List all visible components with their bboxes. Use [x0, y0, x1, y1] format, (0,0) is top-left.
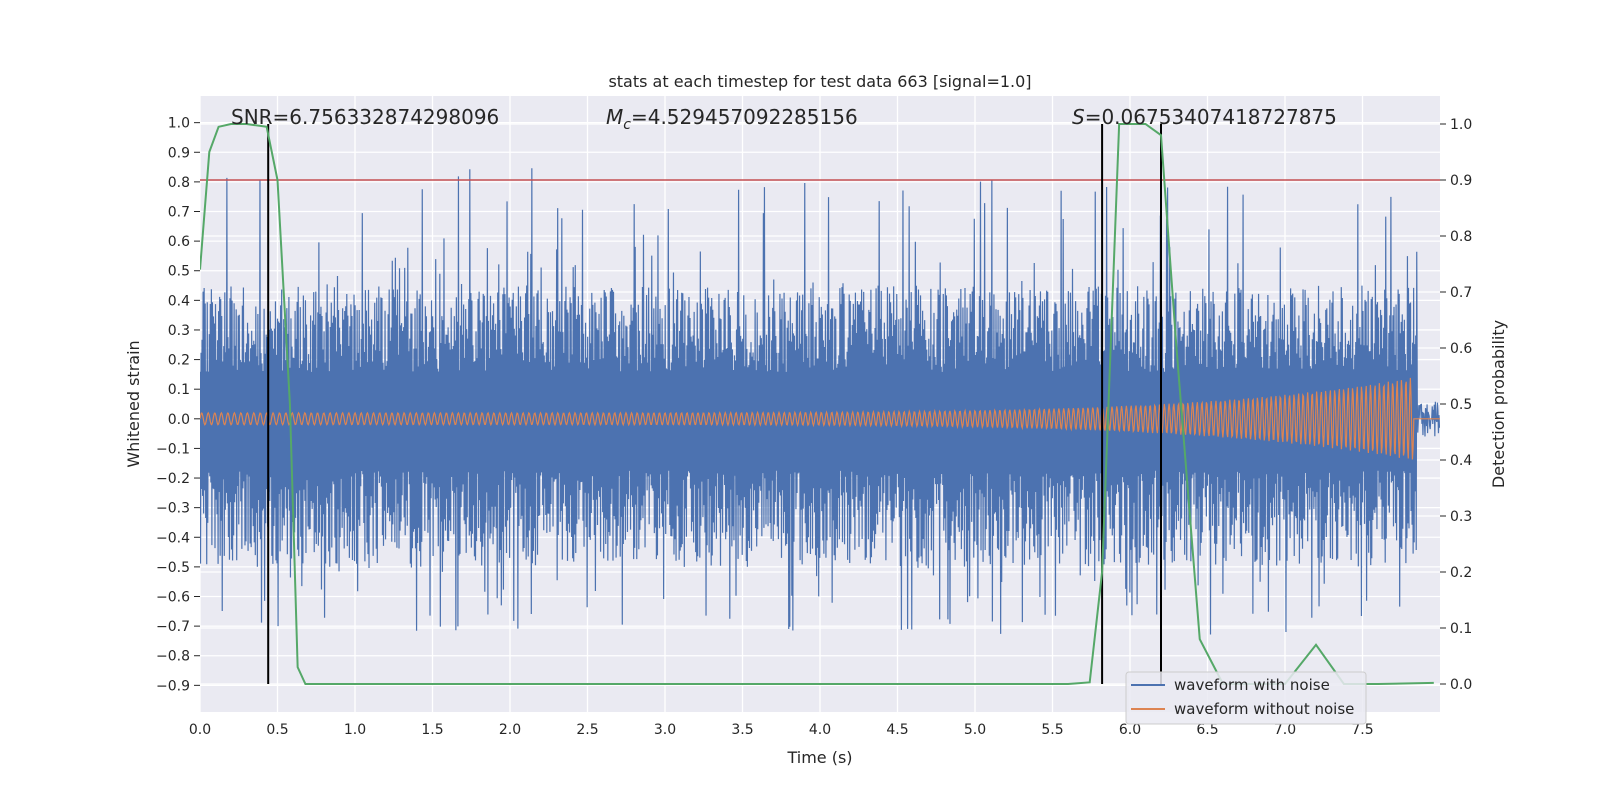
x-tick-label: 5.0 [964, 722, 986, 738]
y-tick-label: −0.5 [156, 560, 190, 576]
y2-tick-label: 0.3 [1450, 509, 1472, 525]
x-tick-label: 3.0 [654, 722, 676, 738]
y2-tick-label: 0.1 [1450, 621, 1472, 637]
y2-tick-label: 0.0 [1450, 677, 1472, 693]
x-tick-label: 6.0 [1119, 722, 1141, 738]
y-tick-label: 0.1 [168, 382, 190, 398]
y-tick-label: 0.2 [168, 353, 190, 369]
y-tick-label: 0.0 [168, 412, 190, 428]
y2-tick-label: 0.8 [1450, 229, 1472, 245]
detection-markers [267, 124, 1162, 684]
y-tick-label: −0.9 [156, 678, 190, 694]
annotation-s-symbol: S [1072, 105, 1085, 129]
y-tick-label: 0.8 [168, 175, 190, 191]
legend-box [1125, 671, 1367, 725]
y-axis-ticks: −0.9 −0.8 −0.7 −0.6 −0.5 −0.4 −0.3 −0.2 −0.1 0.0 0… [156, 116, 200, 694]
series-waveform-without-noise [200, 377, 1440, 460]
series-waveform-with-noise [200, 168, 1440, 635]
annotation-mc-symbol: M [606, 105, 623, 129]
y2-tick-label: 0.4 [1450, 453, 1472, 469]
y-tick-label: −0.3 [156, 501, 190, 517]
y-tick-label: 0.9 [168, 145, 190, 161]
y-tick-label: −0.4 [156, 530, 190, 546]
x-tick-label: 1.0 [344, 722, 366, 738]
x-tick-label: 7.0 [1274, 722, 1296, 738]
x-tick-label: 4.0 [809, 722, 831, 738]
y-tick-label: 0.6 [168, 234, 190, 250]
x-tick-label: 6.5 [1196, 722, 1218, 738]
y2-tick-label: 0.9 [1450, 173, 1472, 189]
annotation-mc-value: =4.529457092285156 [631, 105, 858, 129]
x-tick-label: 4.5 [886, 722, 908, 738]
y-tick-label: 0.4 [168, 293, 190, 309]
x-tick-label: 2.0 [499, 722, 521, 738]
x-tick-label: 0.5 [266, 722, 288, 738]
annotation-mc-subscript: c [623, 117, 631, 133]
y2-tick-label: 0.7 [1450, 285, 1472, 301]
annotation-snr: SNR=6.756332874298096 [231, 105, 499, 129]
x-tick-label: 5.5 [1041, 722, 1063, 738]
y-tick-label: 0.3 [168, 323, 190, 339]
legend-label-noise: waveform with noise [1174, 676, 1330, 694]
annotation-s: S=0.06753407418727875 [1072, 105, 1337, 129]
y2-tick-label: 0.2 [1450, 565, 1472, 581]
annotation-chirp-mass: Mc=4.529457092285156 [606, 105, 858, 133]
y-tick-label: −0.1 [156, 441, 190, 457]
x-tick-label: 0.0 [189, 722, 211, 738]
y-axis-label: Whitened strain [124, 340, 143, 467]
y-tick-label: −0.8 [156, 649, 190, 665]
y2-tick-label: 1.0 [1450, 117, 1472, 133]
y2-tick-label: 0.5 [1450, 397, 1472, 413]
x-tick-label: 3.5 [731, 722, 753, 738]
y-tick-label: 0.5 [168, 264, 190, 280]
annotation-s-value: =0.06753407418727875 [1085, 105, 1337, 129]
y2-axis-ticks: 0.0 0.1 0.2 0.3 0.4 0.5 0.6 0.7 0.8 0.9 1.0 [1440, 117, 1472, 693]
x-tick-label: 2.5 [576, 722, 598, 738]
y-tick-label: 0.7 [168, 205, 190, 221]
x-tick-label: 1.5 [421, 722, 443, 738]
y-tick-label: 1.0 [168, 116, 190, 132]
y-tick-label: −0.2 [156, 471, 190, 487]
y-tick-label: −0.7 [156, 619, 190, 635]
y2-axis-label: Detection probability [1489, 320, 1508, 488]
legend: waveform with noise waveform without noi… [1125, 671, 1367, 725]
x-axis-label: Time (s) [786, 748, 852, 767]
x-axis-ticks: 0.0 0.5 1.0 1.5 2.0 2.5 3.0 3.5 4.0 4.5 5.0 5.5 6.0 6… [189, 722, 1374, 738]
y-tick-label: −0.6 [156, 590, 190, 606]
y2-tick-label: 0.6 [1450, 341, 1472, 357]
x-tick-label: 7.5 [1351, 722, 1373, 738]
legend-label-clean: waveform without noise [1174, 700, 1354, 718]
chart-title: stats at each timestep for test data 663… [608, 72, 1031, 91]
